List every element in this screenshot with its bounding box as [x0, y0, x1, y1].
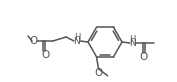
Text: H: H — [74, 33, 80, 42]
Text: H: H — [129, 35, 135, 44]
Text: N: N — [129, 40, 135, 48]
Text: O: O — [30, 36, 38, 46]
Text: N: N — [74, 37, 80, 46]
Text: O: O — [139, 52, 147, 62]
Text: O: O — [41, 50, 49, 60]
Text: O: O — [94, 68, 103, 78]
